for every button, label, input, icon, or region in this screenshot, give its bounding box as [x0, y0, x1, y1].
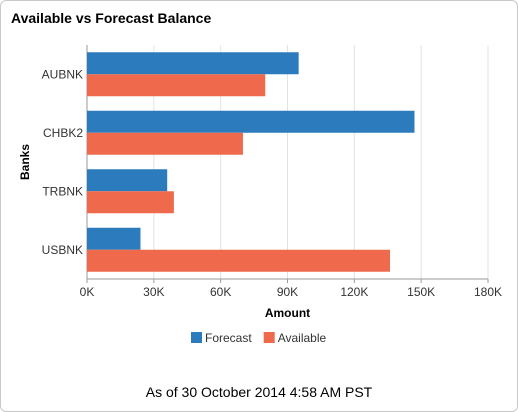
bar-forecast-chbk2[interactable]: [87, 110, 415, 133]
bar-forecast-usbnk[interactable]: [87, 227, 141, 250]
timestamp-footer: As of 30 October 2014 4:58 AM PST: [145, 384, 373, 400]
y-tick-label: CHBK2: [43, 126, 83, 140]
y-tick-label: TRBNK: [42, 184, 83, 198]
x-axis-title: Amount: [265, 306, 310, 320]
bar-available-usbnk[interactable]: [87, 249, 390, 272]
y-tick-label: USBNK: [42, 243, 83, 257]
legend-swatch-available[interactable]: [263, 332, 275, 343]
x-tick-label: 0K: [80, 285, 95, 299]
x-tick-label: 30K: [143, 285, 164, 299]
bar-available-chbk2[interactable]: [87, 132, 243, 155]
x-tick-label: 90K: [277, 285, 298, 299]
x-tick-label: 60K: [210, 285, 231, 299]
y-tick-label: AUBNK: [42, 67, 83, 81]
x-tick-label: 150K: [407, 285, 435, 299]
chart-title: Available vs Forecast Balance: [11, 10, 212, 26]
bar-available-trbnk[interactable]: [87, 191, 174, 214]
bar-forecast-aubnk[interactable]: [87, 52, 299, 75]
x-tick-label: 120K: [340, 285, 368, 299]
bar-available-aubnk[interactable]: [87, 74, 266, 97]
x-tick-label: 180K: [474, 285, 502, 299]
legend-label-available[interactable]: Available: [278, 331, 327, 345]
legend-label-forecast[interactable]: Forecast: [205, 331, 252, 345]
legend-swatch-forecast[interactable]: [191, 332, 202, 343]
bar-forecast-trbnk[interactable]: [87, 169, 168, 192]
y-axis-title: Banks: [18, 144, 32, 180]
